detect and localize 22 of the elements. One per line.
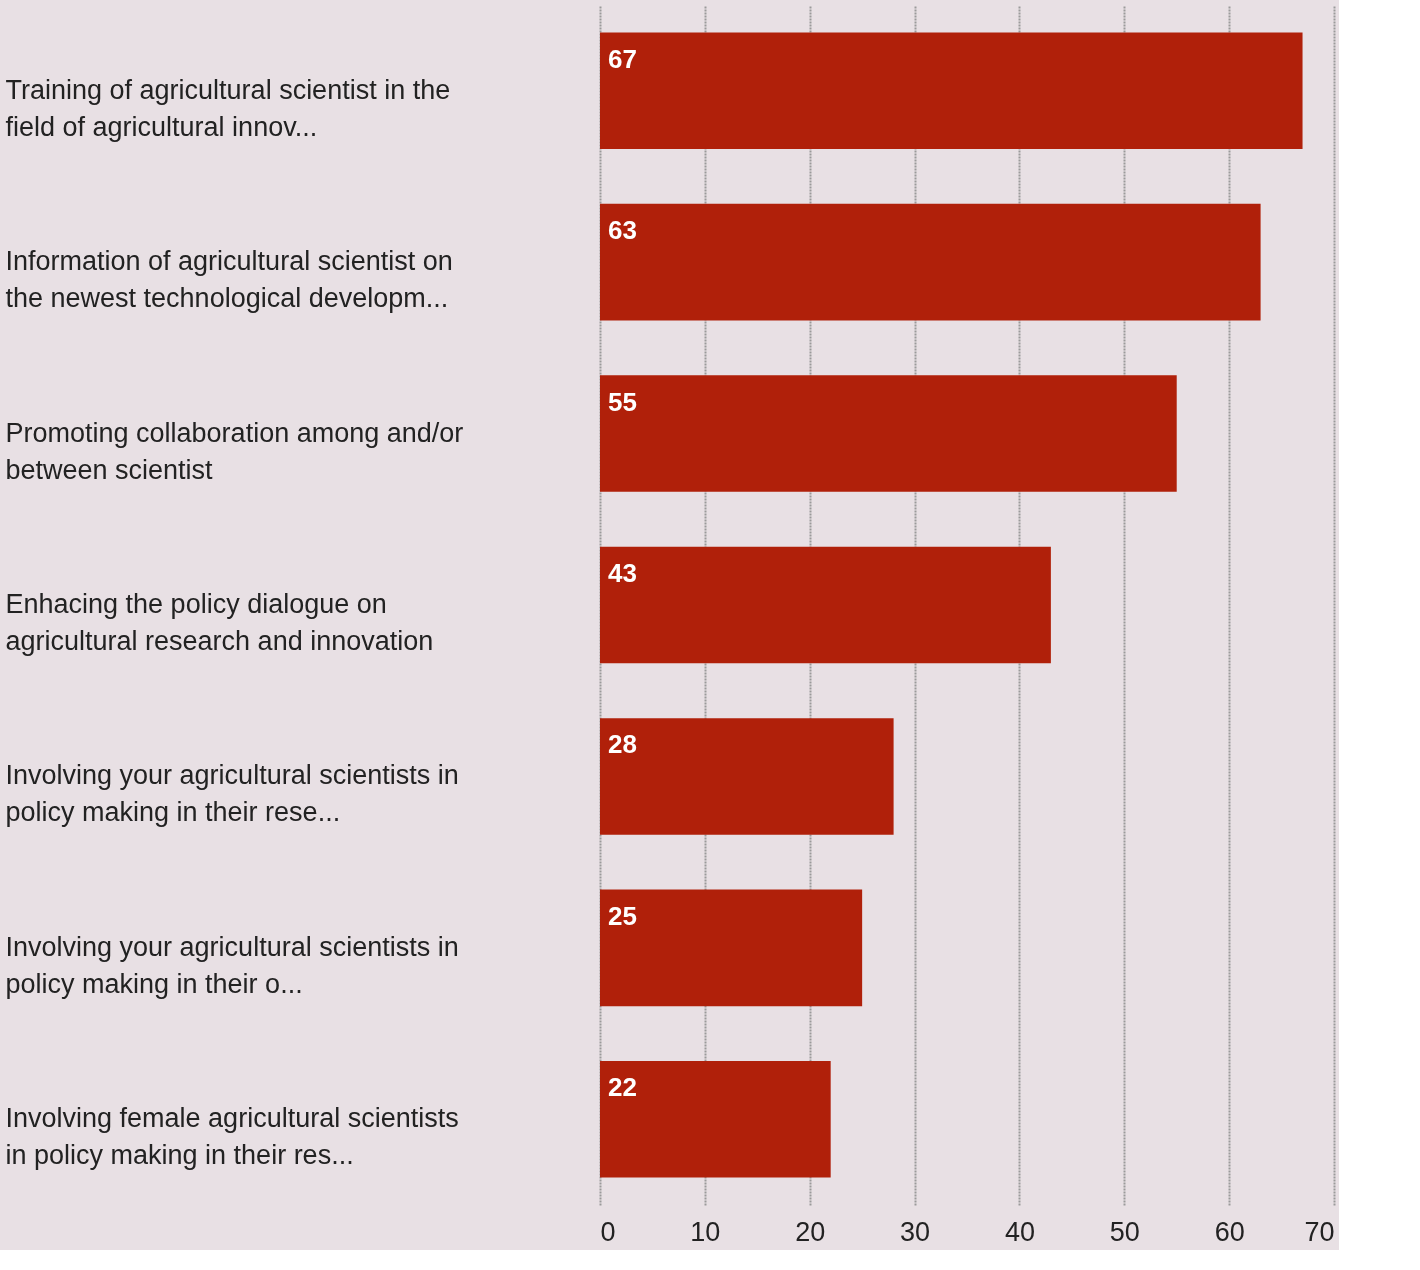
x-tick-label: 40: [1004, 1216, 1035, 1247]
y-tick-label: Involving your agricultural scientists in policy making in their rese...: [5, 760, 459, 828]
y-tick-label: Involving female agricultural scientists in policy making in their res...: [5, 1103, 459, 1171]
y-tick-label: Enhacing the policy dialogue on agricultural research and innovation: [5, 589, 434, 656]
data-label: 67: [608, 43, 637, 74]
x-tick-label: 0: [600, 1216, 616, 1247]
x-tick-label: 60: [1214, 1216, 1245, 1247]
data-label: 22: [608, 1072, 637, 1103]
x-tick-label: 20: [795, 1216, 826, 1247]
data-label: 43: [608, 558, 637, 588]
x-tick-label: 10: [690, 1216, 721, 1247]
y-tick-label: Information of agricultural scientist on the newest technological developm...: [5, 246, 453, 314]
x-tick-label: 30: [900, 1216, 931, 1247]
data-label: 28: [608, 729, 637, 760]
y-tick-label: Involving your agricultural scientists in policy making in their o...: [5, 931, 459, 999]
data-label: 63: [608, 215, 637, 246]
data-label: 25: [608, 900, 637, 931]
x-tick-label: 50: [1109, 1216, 1140, 1247]
data-label: 55: [608, 386, 637, 417]
x-tick-label: 70: [1304, 1216, 1335, 1247]
y-tick-label: Training of agricultural scientist in the field of agricultural innov...: [5, 74, 451, 142]
y-tick-label: Promoting collaboration among and/or between scientist: [5, 417, 464, 485]
